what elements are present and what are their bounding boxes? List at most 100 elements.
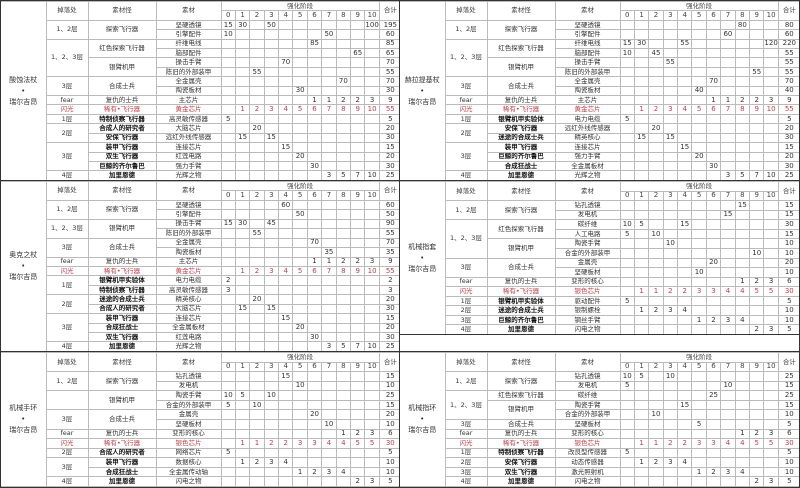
- drop-table: 机械指套 • 瑞尔吉昂 掉落处 素材怪 素材 强化阶段 合计 0 1 2 3 4 5 6 7 8 9 10 1、2层探…: [400, 181, 799, 335]
- stage-value: 3: [763, 476, 779, 487]
- drop-location: 3层: [444, 142, 488, 172]
- stage-value: 1: [734, 428, 751, 440]
- stage-value: [350, 331, 366, 343]
- stage-value: [321, 390, 337, 401]
- stage-value: 10: [691, 267, 707, 278]
- stage-value: [749, 390, 765, 401]
- stage-number-row: 0 1 2 3 4 5 6 7 8 9 10: [400, 190, 799, 202]
- stage-value: [749, 57, 765, 68]
- stage-value: [705, 228, 722, 240]
- stage-number: 0: [220, 10, 236, 21]
- source-monster: 红色探索飞行器: [486, 219, 556, 240]
- drop-location: 2层: [444, 123, 488, 144]
- stage-value: [619, 418, 635, 430]
- table-row: 银臂机甲 陶瓷手臂 15 15: [400, 399, 799, 420]
- stage-value: [220, 66, 236, 78]
- table-panel-hera-staff: 赫拉提基杖 • 瑞尔吉昂 掉落处 素材怪 素材 强化阶段 合计 0 1 2 3 4 5 6 7 8 9 10 1、2层…: [399, 0, 800, 182]
- total-value: 85: [378, 38, 400, 50]
- stage-value: 5: [619, 228, 635, 240]
- stage-value: [705, 247, 722, 259]
- material-name: 全金属壳: [554, 76, 621, 87]
- stage-value: [720, 295, 736, 307]
- total-value: 25: [777, 371, 799, 382]
- stage-value: 3: [763, 276, 779, 288]
- drop-header: 掉落处: [444, 181, 488, 202]
- source-monster: 加里恩德: [87, 476, 157, 487]
- total-value: 20: [378, 123, 400, 134]
- stage-value: [249, 247, 265, 258]
- stage-value: 5: [691, 104, 707, 115]
- stage-value: [648, 466, 664, 478]
- stage-value: [220, 476, 236, 487]
- total-value: 195: [378, 19, 400, 31]
- stage-value: [734, 85, 751, 97]
- stage-value: [691, 380, 707, 392]
- stage-value: [249, 284, 265, 296]
- stage-value: 4: [734, 438, 751, 449]
- source-monster: 探索飞行器: [87, 19, 157, 40]
- stage-value: [763, 295, 779, 307]
- stage-value: 3: [263, 457, 280, 468]
- drop-location: fear: [45, 428, 89, 440]
- stage-value: 10: [619, 371, 635, 382]
- stage-value: [677, 476, 693, 487]
- source-monster: 银臂机甲: [486, 57, 556, 78]
- table-row: 3层 合成士兵 全金属壳 70 70: [1, 237, 400, 258]
- stage-value: 10: [321, 418, 337, 430]
- stage-value: [619, 257, 635, 269]
- stage-value: [749, 418, 765, 430]
- material-name: 钢丝手臂: [554, 314, 621, 326]
- stage-value: [720, 238, 736, 249]
- stage-value: [220, 48, 236, 59]
- stage-value: [705, 476, 722, 487]
- stage-number: 3: [662, 190, 679, 202]
- stage-value: [350, 160, 366, 172]
- stage-value: [364, 275, 380, 286]
- table-row: 合成狂战士 全金属传动轴 1 2 3 4 10: [1, 466, 400, 478]
- stage-number: 2: [648, 10, 664, 21]
- stage-value: 3: [306, 438, 323, 449]
- source-monster: 银臂机甲: [87, 218, 157, 239]
- table-row: fear 复仇的士兵 变形的核心 1 2 3 6: [1, 428, 400, 440]
- material-header: 素材: [155, 352, 222, 373]
- stage-value: [249, 390, 265, 401]
- source-monster: 银臂机甲实验体: [87, 275, 157, 286]
- drop-location: 3层: [444, 314, 488, 326]
- total-value: 15: [378, 313, 400, 324]
- total-value: 20: [777, 257, 799, 269]
- stage-value: [633, 209, 650, 221]
- stage-value: [705, 457, 722, 468]
- stage-value: [321, 237, 337, 249]
- stage-value: [734, 295, 751, 307]
- stage-value: [306, 322, 323, 334]
- stage-value: 15: [619, 38, 635, 50]
- stage-value: 15: [220, 19, 236, 31]
- stage-value: [662, 76, 679, 87]
- stage-number: 8: [734, 361, 751, 373]
- stage-number: 7: [720, 10, 736, 21]
- stage-value: [734, 219, 751, 230]
- stage-number: 5: [292, 190, 308, 201]
- stage-value: [335, 284, 352, 296]
- stage-value: [734, 113, 751, 125]
- table-row: 1层 特制侦察飞行器 高灵敏传感器 5 5: [1, 113, 400, 125]
- stage-value: [335, 447, 352, 459]
- stage-value: 4: [677, 305, 693, 316]
- stage-value: [648, 142, 664, 153]
- stage-value: [763, 219, 779, 230]
- total-value: 20: [378, 322, 400, 334]
- stage-value: [220, 438, 236, 449]
- stage-value: [249, 303, 265, 315]
- stage-value: [249, 476, 265, 487]
- stage-number: 0: [220, 190, 236, 201]
- stage-value: 1: [720, 95, 736, 106]
- stage-value: [720, 390, 736, 401]
- stage-value: [734, 447, 751, 459]
- stage-value: [662, 85, 679, 97]
- stage-value: [220, 380, 236, 392]
- stage-value: [749, 314, 765, 326]
- material-name: 陈旧的外部装甲: [554, 66, 621, 78]
- stage-value: [633, 466, 650, 478]
- stage-value: [633, 428, 650, 440]
- stage-value: [662, 399, 679, 411]
